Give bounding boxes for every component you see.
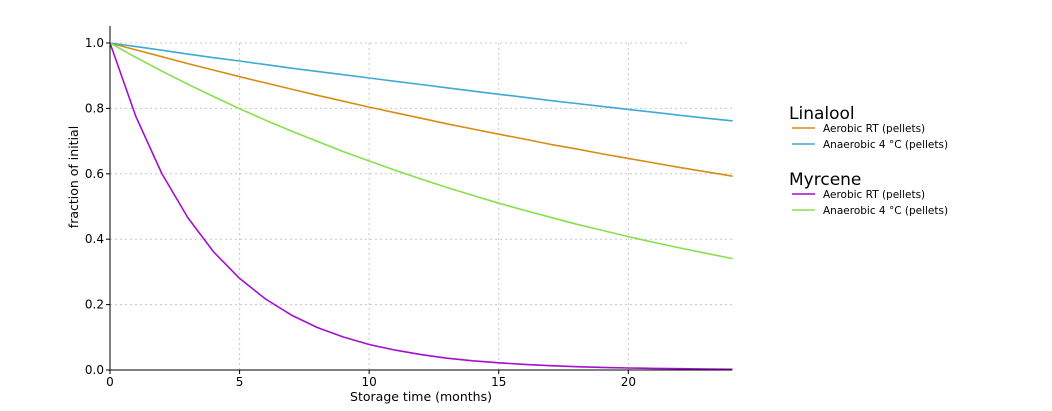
x-tick-label: 20 (621, 375, 636, 389)
x-axis-title: Storage time (months) (350, 389, 492, 404)
y-tick-label: 0.4 (85, 232, 104, 246)
series-line-2 (109, 42, 733, 371)
legend-label: Aerobic RT (pellets) (823, 123, 925, 135)
x-tick-label: 10 (362, 375, 377, 389)
legend-group-title: Myrcene (789, 170, 861, 190)
x-tick-label: 0 (106, 375, 114, 389)
y-tick-label: 0.0 (85, 363, 104, 377)
y-tick-label: 1.0 (85, 36, 104, 50)
series-line-1 (109, 42, 733, 122)
y-tick-label: 0.6 (85, 167, 104, 181)
y-tick-label: 0.8 (85, 101, 104, 115)
series-lines (109, 42, 733, 371)
y-tick-label: 0.2 (85, 298, 104, 312)
series-line-3 (109, 42, 733, 260)
legend-label: Anaerobic 4 °C (pellets) (823, 205, 948, 217)
series-line-0 (109, 42, 733, 177)
x-tick-label: 5 (236, 375, 244, 389)
legend-group-title: Linalool (789, 104, 855, 124)
ticks: 0 5 10 15 20 0.0 0.2 0.4 0.6 0.8 1.0 (85, 36, 636, 389)
legend-label: Anaerobic 4 °C (pellets) (823, 139, 948, 151)
axes (109, 26, 732, 371)
legend-label: Aerobic RT (pellets) (823, 189, 925, 201)
grid (110, 42, 732, 370)
x-tick-label: 15 (491, 375, 506, 389)
y-axis-title: fraction of initial (66, 126, 81, 228)
